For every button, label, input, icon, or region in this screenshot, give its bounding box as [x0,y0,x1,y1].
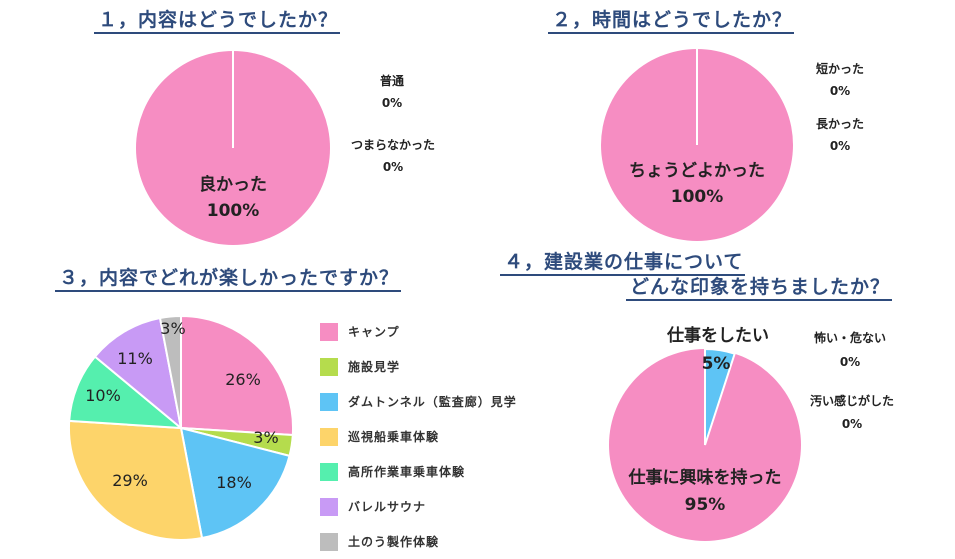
legend-item-barrel-sauna: バレルサウナ [320,489,517,524]
q2-pie [601,49,793,241]
legend-swatch [320,532,338,551]
q4-other-pct-2: 0% [841,417,863,431]
legend-label: ダムトンネル（監査廊）見学 [348,395,517,409]
q1-other-label-2: つまらなかった [350,138,435,152]
q2-title: ２，時間はどうでしたか？ [548,8,795,34]
q4-other-pct-1: 0% [839,355,861,369]
svg-text:3%: 3% [160,319,185,338]
q1-main-pct: 100% [206,201,260,221]
legend-item-aerial-work-vehicle: 高所作業車乗車体験 [320,454,517,489]
legend-item-patrol-boat: 巡視船乗車体験 [320,419,517,454]
legend-swatch [320,322,338,341]
legend-item-camp: キャンプ [320,314,517,349]
q3-pie-labels: 26% 3% 18% 29% 10% 11% 3% [85,319,278,492]
svg-text:10%: 10% [85,386,121,405]
q3-title: ３，内容でどれが楽しかったですか？ [55,266,402,292]
legend-label: バレルサウナ [348,500,427,514]
q4-main-label: 仕事に興味を持った [628,468,782,488]
q1-title: １，内容はどうでしたか？ [94,8,341,34]
q1-other-label-1: 普通 [379,74,404,88]
q2-main-label: ちょうどよかった [629,161,765,181]
q2-main-pct: 100% [670,187,724,207]
legend-label: 高所作業車乗車体験 [348,465,466,479]
legend-label: 土のう製作体験 [348,535,440,549]
q3-pie [67,314,295,541]
legend-swatch [320,427,338,446]
legend-label: 巡視船乗車体験 [348,430,440,444]
legend-label: 施設見学 [348,360,401,374]
q4-title-line2: どんな印象を持ちましたか？ [626,275,893,301]
svg-text:3%: 3% [253,428,278,447]
legend-item-facility-tour: 施設見学 [320,349,517,384]
legend-swatch [320,392,338,411]
legend-swatch [320,462,338,481]
svg-text:18%: 18% [216,473,252,492]
legend-label: キャンプ [348,325,400,339]
q4-other-label-1: 怖い・危ない [813,331,886,345]
svg-text:11%: 11% [117,349,153,368]
q2-other-label-1: 短かった [815,62,864,76]
q4-main-pct: 95% [684,495,726,515]
svg-text:26%: 26% [225,370,261,389]
q3-legend: キャンプ 施設見学 ダムトンネル（監査廊）見学 巡視船乗車体験 高所作業車乗車体… [320,314,517,559]
q2-other-pct-2: 0% [829,139,851,153]
q1-pie [136,51,330,245]
q4-top-pct: 5% [701,354,731,374]
legend-swatch [320,357,338,376]
q2-other-label-2: 長かった [815,117,864,131]
q4-title-line1: ４，建設業の仕事について [500,250,746,276]
svg-text:29%: 29% [112,471,148,490]
q4-other-label-2: 汚い感じがした [809,394,894,408]
legend-swatch [320,497,338,516]
q1-main-label: 良かった [199,175,267,195]
q4-top-label: 仕事をしたい [667,326,769,346]
q4-pie [609,347,801,541]
q2-other-pct-1: 0% [829,84,851,98]
q1-other-pct-1: 0% [381,96,403,110]
legend-item-dam-tunnel: ダムトンネル（監査廊）見学 [320,384,517,419]
legend-item-sandbag: 土のう製作体験 [320,524,517,559]
q1-other-pct-2: 0% [382,160,404,174]
